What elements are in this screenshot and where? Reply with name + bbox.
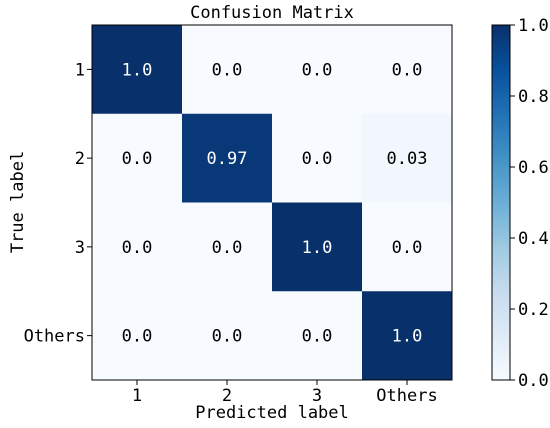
- x-axis-ticks: 1 2 3 Others: [132, 380, 438, 406]
- heatmap-cell: [272, 25, 363, 115]
- cell-value-label: 0.97: [207, 149, 248, 169]
- heatmap-cell: [362, 202, 453, 292]
- cell-value-label: 0.0: [302, 327, 333, 347]
- heatmap-cell: [92, 291, 183, 381]
- colorbar-tick-label: 0.6: [518, 158, 549, 178]
- cell-value-label: 0.0: [302, 60, 333, 80]
- heatmap-cell: [272, 113, 363, 203]
- heatmap-cell-labels: 1.0 0.0 0.0 0.0 0.0 0.97 0.0 0.03 0.0 0.0 1.0 0.0 0.…: [122, 60, 428, 346]
- x-tick-label: Others: [376, 386, 437, 406]
- heatmap-cell: [182, 113, 273, 203]
- cell-value-label: 0.0: [392, 60, 423, 80]
- heatmap-cell: [362, 25, 453, 115]
- colorbar-tick-label: 1.0: [518, 16, 549, 36]
- cell-value-label: 0.0: [122, 238, 153, 258]
- colorbar-tick-label: 0.8: [518, 87, 549, 107]
- heatmap-cell: [362, 291, 453, 381]
- y-tick-label: 3: [75, 238, 85, 258]
- cell-value-label: 1.0: [392, 327, 423, 347]
- cell-value-label: 0.0: [212, 327, 243, 347]
- y-tick-label: Others: [24, 327, 85, 347]
- cell-value-label: 0.0: [212, 60, 243, 80]
- heatmap-cell: [272, 202, 363, 292]
- colorbar: [491, 24, 511, 381]
- cell-value-label: 1.0: [122, 60, 153, 80]
- colorbar-tick-label: 0.4: [518, 229, 549, 249]
- y-axis-label: True label: [8, 151, 28, 253]
- colorbar-ticks: 0.0 0.2 0.4 0.6 0.8 1.0: [510, 16, 549, 391]
- heatmap-cell: [182, 291, 273, 381]
- cell-value-label: 0.0: [122, 149, 153, 169]
- heatmap-cell: [92, 202, 183, 292]
- x-tick-label: 3: [312, 386, 322, 406]
- heatmap-cell: [92, 25, 183, 115]
- heatmap-cell: [182, 25, 273, 115]
- y-tick-label: 2: [75, 149, 85, 169]
- y-axis-ticks: 1 2 3 Others: [24, 60, 92, 347]
- cell-value-label: 0.03: [387, 149, 428, 169]
- cell-value-label: 0.0: [392, 238, 423, 258]
- x-tick-label: 2: [222, 386, 232, 406]
- heatmap-cells: [92, 25, 453, 381]
- plot-frame: [91, 24, 453, 381]
- cell-value-label: 0.0: [122, 327, 153, 347]
- cell-value-label: 0.0: [302, 149, 333, 169]
- chart-title: Confusion Matrix: [190, 3, 354, 23]
- y-tick-label: 1: [75, 60, 85, 80]
- heatmap-cell: [272, 291, 363, 381]
- cell-value-label: 0.0: [212, 238, 243, 258]
- cell-value-label: 1.0: [302, 238, 333, 258]
- heatmap-cell: [182, 202, 273, 292]
- heatmap-cell: [362, 113, 453, 203]
- colorbar-tick-label: 0.2: [518, 300, 549, 320]
- x-axis-label: Predicted label: [195, 403, 349, 423]
- heatmap-cell: [92, 113, 183, 203]
- colorbar-tick-label: 0.0: [518, 371, 549, 391]
- x-tick-label: 1: [132, 386, 142, 406]
